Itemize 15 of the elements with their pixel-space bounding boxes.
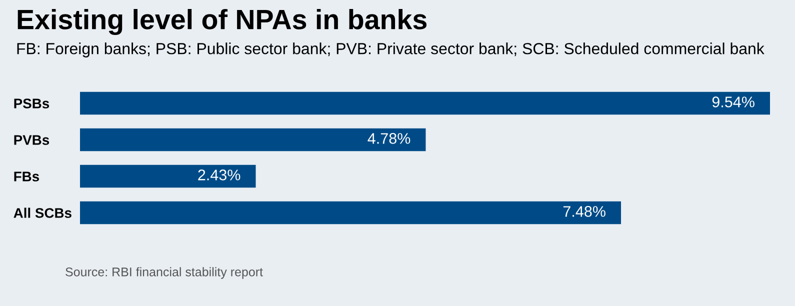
y-tick-label: FBs: [14, 172, 39, 182]
chart-subtitle: FB: Foreign banks; PSB: Public sector bank; PVB: Private sector bank; SCB: Scheduled commercial bank: [17, 42, 764, 58]
y-tick-label: PSBs: [14, 98, 50, 108]
chart-title: Existing level of NPAs in banks: [18, 8, 427, 36]
data-label: 2.43%: [198, 170, 240, 180]
bar: [80, 92, 770, 115]
data-label: 4.78%: [368, 133, 410, 144]
bar: [80, 128, 426, 152]
data-label: 9.54%: [712, 96, 754, 108]
data-label: 7.48%: [563, 206, 606, 217]
y-tick-label: PVBs: [14, 135, 50, 145]
y-tick-label: All SCBs: [14, 208, 72, 218]
bar: [80, 201, 622, 224]
source-note: Source: RBI financial stability report: [66, 267, 263, 279]
bar: [80, 164, 256, 188]
